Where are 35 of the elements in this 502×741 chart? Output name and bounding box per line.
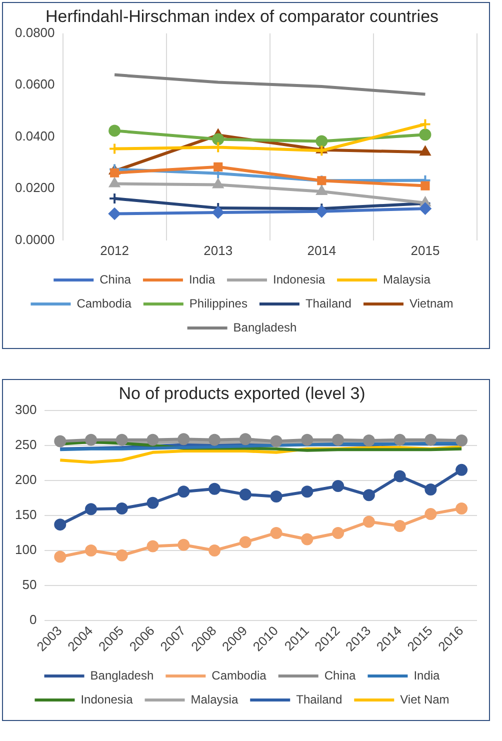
legend-label: Viet Nam (400, 692, 450, 706)
legend-label: Malaysia (190, 692, 238, 706)
legend-label: Bangladesh (90, 668, 154, 682)
legend-label: Indonesia (272, 272, 326, 286)
legend-label: India (414, 668, 440, 682)
legend-label: Bangladesh (233, 320, 297, 334)
x-tick-label: 2015 (410, 242, 440, 258)
y-tick-label: 250 (14, 437, 37, 452)
y-tick-label: 150 (14, 507, 37, 522)
y-tick-label: 100 (14, 542, 37, 558)
legend-label: Thailand (305, 296, 352, 310)
legend-label: Thailand (296, 692, 342, 706)
y-tick-label: 50 (22, 577, 37, 592)
y-tick-label: 300 (14, 402, 37, 417)
y-tick-label: 0.0600 (14, 76, 55, 92)
legend-label: China (100, 272, 132, 286)
y-tick-label: 0.0400 (14, 128, 55, 144)
chart-title: No of products exported (level 3) (118, 384, 366, 403)
x-tick-label: 2014 (307, 242, 336, 258)
legend-label: Philippines (189, 296, 248, 310)
y-tick-label: 0.0000 (14, 232, 55, 247)
legend-label: Malaysia (383, 272, 431, 286)
x-tick-label: 2013 (204, 242, 233, 258)
legend-label: Cambodia (76, 296, 132, 310)
y-tick-label: 200 (14, 472, 37, 488)
legend-label: Cambodia (212, 668, 267, 682)
legend-label: Indonesia (80, 692, 134, 706)
legend-label: Vietnam (409, 296, 454, 310)
y-tick-label: 0.0200 (14, 180, 55, 196)
y-tick-label: 0.0800 (14, 24, 55, 40)
legend-label: China (324, 668, 356, 682)
x-tick-label: 2012 (100, 242, 129, 258)
y-tick-label: 0 (29, 612, 37, 628)
legend-label: India (188, 272, 216, 286)
chart-title: Herfindahl-Hirschman index of comparator countries (45, 6, 439, 26)
